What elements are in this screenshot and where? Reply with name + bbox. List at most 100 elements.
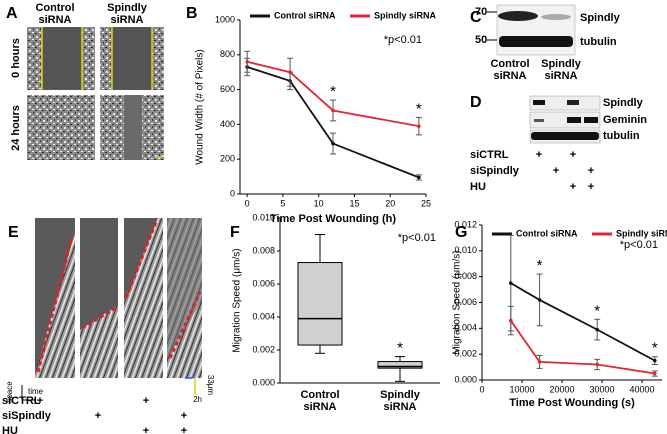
kymographs bbox=[21, 218, 202, 401]
y-tick-label: 0.004 bbox=[252, 311, 275, 321]
data-point bbox=[331, 108, 335, 113]
data-point bbox=[653, 371, 657, 376]
condition-mark: + bbox=[95, 410, 101, 422]
x-tick-label: 0 bbox=[245, 198, 250, 208]
y-axis-title: Migration Speed (μm/s) bbox=[452, 250, 463, 354]
marker-label: 50 bbox=[475, 34, 487, 46]
condition-mark: + bbox=[37, 395, 43, 407]
panel-label: A bbox=[6, 5, 18, 22]
y-tick-label: 0.010 bbox=[252, 212, 275, 222]
condition-mark: + bbox=[570, 149, 576, 161]
point-label: * bbox=[652, 340, 658, 357]
lane-label: Spindly siRNA bbox=[541, 58, 581, 82]
x-tick-label: 15 bbox=[349, 198, 359, 208]
band-label: Spindly bbox=[603, 97, 644, 109]
panel-label: D bbox=[470, 94, 482, 111]
wound-images bbox=[27, 27, 164, 160]
condition-label: siCTRL bbox=[470, 149, 509, 161]
box-label: * bbox=[397, 340, 403, 357]
data-point bbox=[245, 59, 249, 64]
condition-mark: + bbox=[536, 149, 542, 161]
legend-label: Spindly siRNA bbox=[374, 10, 437, 20]
condition-label: HU bbox=[470, 181, 486, 193]
data-point bbox=[595, 362, 599, 367]
x-tick-label: 20 bbox=[385, 198, 395, 208]
y-tick-label: 0 bbox=[230, 188, 235, 198]
data-point bbox=[653, 358, 657, 363]
data-point bbox=[537, 298, 542, 302]
panel-label: B bbox=[186, 5, 198, 22]
y-tick-label: 0.008 bbox=[252, 245, 275, 255]
significance-note: *p<0.01 bbox=[620, 239, 658, 251]
band-label: Geminin bbox=[603, 114, 647, 126]
series-line bbox=[246, 66, 420, 179]
y-tick-label: 0.002 bbox=[252, 344, 275, 354]
condition-mark: + bbox=[553, 165, 559, 177]
legend-label: Control siRNA bbox=[516, 228, 578, 238]
y-tick-label: 0.002 bbox=[454, 349, 477, 359]
x-axis-title: Time Post Wounding (h) bbox=[270, 213, 396, 225]
x-tick-label: Control siRNA bbox=[300, 389, 340, 413]
y-tick-label: 1000 bbox=[215, 14, 235, 24]
condition-label: siSpindly bbox=[470, 165, 520, 177]
y-tick-label: 0.004 bbox=[454, 323, 477, 333]
condition-mark: + bbox=[143, 395, 149, 407]
scale-label: 2h bbox=[193, 395, 202, 404]
condition-mark: + bbox=[181, 425, 187, 434]
band-label: tubulin bbox=[580, 36, 617, 48]
y-axis-title: Migration Speed (μm/s) bbox=[232, 248, 243, 352]
y-tick-label: 0.006 bbox=[252, 278, 275, 288]
condition-label: HU bbox=[2, 425, 18, 434]
condition-mark: + bbox=[570, 181, 576, 193]
point-label: * bbox=[416, 100, 422, 117]
x-axis-title: Time Post Wounding (s) bbox=[509, 397, 635, 409]
panel-label: F bbox=[230, 224, 240, 241]
x-tick-label: 30000 bbox=[589, 384, 614, 394]
series-line bbox=[510, 282, 656, 362]
panel-label: E bbox=[8, 224, 19, 241]
x-tick-label: Spindly siRNA bbox=[380, 389, 420, 413]
x-tick-label: 5 bbox=[280, 198, 285, 208]
data-point bbox=[595, 327, 599, 332]
y-tick-label: 0.010 bbox=[454, 245, 477, 255]
x-tick-label: 20000 bbox=[549, 384, 574, 394]
series-line bbox=[510, 320, 655, 375]
condition-mark: + bbox=[143, 425, 149, 434]
y-axis-title: Wound Width (# of Pixels) bbox=[195, 49, 206, 164]
condition-label: siCTRL bbox=[2, 395, 41, 407]
y-tick-label: 0.012 bbox=[454, 219, 477, 229]
x-tick-label: 25 bbox=[421, 198, 431, 208]
data-point bbox=[417, 175, 421, 180]
point-label: * bbox=[594, 302, 600, 319]
series-line bbox=[246, 60, 420, 128]
data-point bbox=[288, 70, 292, 74]
axis-note: time bbox=[28, 387, 44, 396]
point-label: * bbox=[330, 83, 336, 100]
panel-label: C bbox=[470, 9, 482, 26]
x-tick-label: 0 bbox=[479, 384, 484, 394]
condition-label: siSpindly bbox=[2, 410, 52, 422]
condition-mark: + bbox=[181, 410, 187, 422]
y-tick-label: 800 bbox=[220, 49, 235, 59]
y-tick-label: 0.000 bbox=[252, 377, 275, 387]
x-tick-label: 10000 bbox=[509, 384, 534, 394]
y-tick-label: 0.006 bbox=[454, 297, 477, 307]
data-point bbox=[509, 318, 513, 323]
legend-label: Control siRNA bbox=[274, 10, 336, 20]
column-label: Spindly siRNA bbox=[107, 2, 147, 26]
panel-label: G bbox=[455, 224, 467, 241]
data-point bbox=[509, 281, 513, 285]
band-label: tubulin bbox=[603, 130, 640, 142]
western-blot-c bbox=[487, 4, 576, 56]
data-point bbox=[331, 141, 335, 146]
western-blot-d bbox=[529, 95, 601, 144]
band-label: Spindly bbox=[580, 12, 621, 24]
column-label: Control siRNA bbox=[35, 2, 75, 26]
condition-mark: + bbox=[588, 165, 594, 177]
data-point bbox=[417, 124, 421, 128]
y-tick-label: 0.000 bbox=[454, 374, 477, 384]
row-label: 0 hours bbox=[10, 38, 22, 78]
scale-label: 33μm bbox=[206, 375, 215, 396]
